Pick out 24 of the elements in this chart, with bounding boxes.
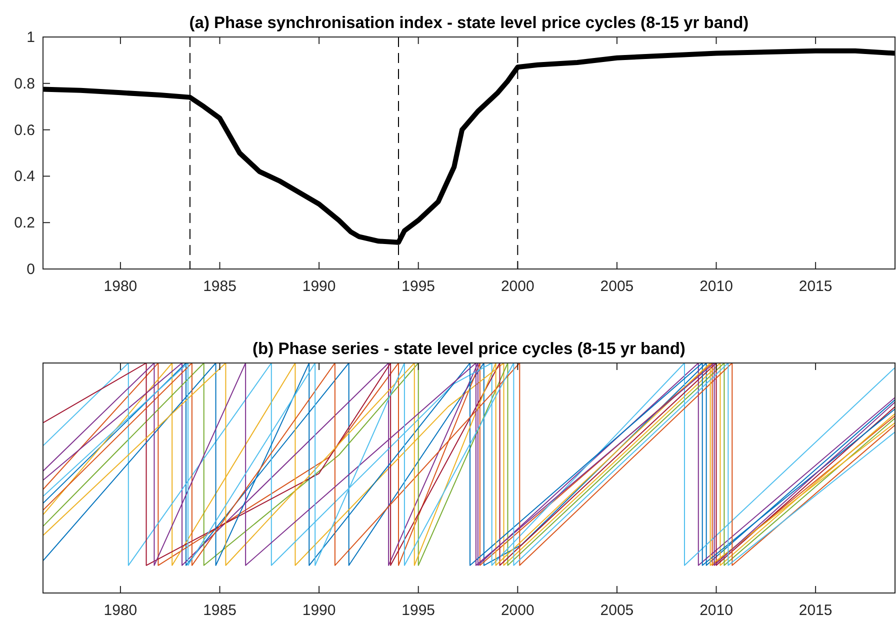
y-tick-label: 0 [26, 261, 35, 278]
x-tick-label: 2005 [600, 602, 634, 619]
x-tick-label: 2000 [500, 278, 534, 295]
x-tick-label: 1990 [302, 602, 336, 619]
x-tick-label: 1980 [104, 278, 138, 295]
x-tick-label: 2015 [798, 602, 832, 619]
x-tick-label: 2005 [600, 278, 634, 295]
x-tick-label: 1995 [402, 602, 436, 619]
x-tick-label: 1980 [104, 602, 138, 619]
x-tick-label: 2010 [700, 602, 733, 619]
y-tick-label: 0.2 [14, 214, 35, 232]
x-tick-label: 2010 [700, 278, 733, 295]
y-tick-label: 0.6 [14, 122, 35, 139]
x-tick-label: 2000 [500, 602, 534, 619]
y-tick-label: 0.8 [14, 75, 35, 92]
y-tick-label: 1 [26, 29, 35, 46]
x-tick-label: 2015 [798, 278, 832, 295]
x-tick-label: 1990 [302, 278, 336, 295]
x-tick-label: 1985 [203, 602, 236, 619]
chart-title: (a) Phase synchronisation index - state level price cycles (8-15 yr band) [189, 14, 749, 32]
x-tick-label: 1985 [203, 278, 236, 295]
y-tick-label: 0.4 [14, 168, 35, 186]
x-tick-label: 1995 [402, 278, 436, 295]
chart-title: (b) Phase series - state level price cycles (8-15 yr band) [252, 340, 686, 358]
